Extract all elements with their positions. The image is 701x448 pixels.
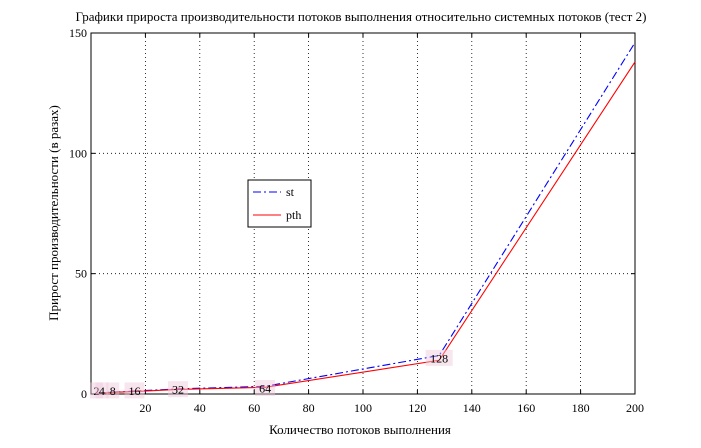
annotation-background — [168, 381, 189, 398]
y-axis-label: Прирост производительности (в разах) — [46, 105, 61, 321]
annotation-background — [255, 379, 276, 396]
legend-box — [247, 179, 312, 228]
x-tick-label: 100 — [354, 401, 372, 415]
x-tick-label: 200 — [626, 401, 644, 415]
annotation-label: 16 — [129, 384, 141, 398]
y-tick-label: 100 — [69, 146, 87, 160]
x-tick-label: 80 — [303, 401, 315, 415]
annotation-label: 32 — [172, 383, 184, 397]
legend-label: pth — [286, 208, 301, 222]
point-annotation: 64 — [255, 379, 276, 396]
annotation-label: 8 — [110, 384, 116, 398]
series-line-st — [96, 42, 636, 394]
point-annotation: 2 — [89, 382, 103, 399]
grid — [91, 33, 635, 394]
annotation-label: 128 — [430, 351, 448, 365]
x-axis-label: Количество потоков выполнения — [269, 422, 451, 437]
x-tick-label: 140 — [463, 401, 481, 415]
annotation-background — [89, 382, 103, 399]
legend-label: st — [286, 185, 295, 199]
legend: st pth — [247, 179, 312, 228]
chart-title: Графики прироста производительности пото… — [76, 9, 647, 24]
x-tick-label: 20 — [139, 401, 151, 415]
x-tick-label: 120 — [408, 401, 426, 415]
annotation-background — [425, 349, 453, 366]
y-tick-label: 0 — [81, 387, 87, 401]
x-tick-label: 60 — [248, 401, 260, 415]
axis-ticks: 20 40 60 80 100 120 140 160 180 200 0 50 100 150 — [69, 26, 644, 415]
point-annotation: 32 — [168, 381, 189, 398]
x-tick-label: 40 — [194, 401, 206, 415]
annotation-background — [124, 382, 145, 399]
x-tick-label: 160 — [517, 401, 535, 415]
series-lines — [96, 42, 636, 395]
annotation-background — [95, 382, 109, 399]
annotation-label: 64 — [259, 381, 271, 395]
point-annotation: 128 — [425, 349, 453, 366]
annotation-label: 2 — [93, 384, 99, 398]
x-tick-label: 180 — [572, 401, 590, 415]
legend-item: pth — [253, 208, 301, 222]
point-annotation: 8 — [106, 382, 120, 399]
legend-item: st — [253, 185, 295, 199]
y-tick-label: 50 — [75, 267, 87, 281]
series-line-pth — [96, 61, 636, 395]
point-annotations: 248 16 32 64 128 — [89, 349, 453, 399]
point-annotation: 4 — [95, 382, 109, 399]
annotation-label: 4 — [99, 384, 105, 398]
point-annotation: 16 — [124, 382, 145, 399]
annotation-background — [106, 382, 120, 399]
y-tick-label: 150 — [69, 26, 87, 40]
